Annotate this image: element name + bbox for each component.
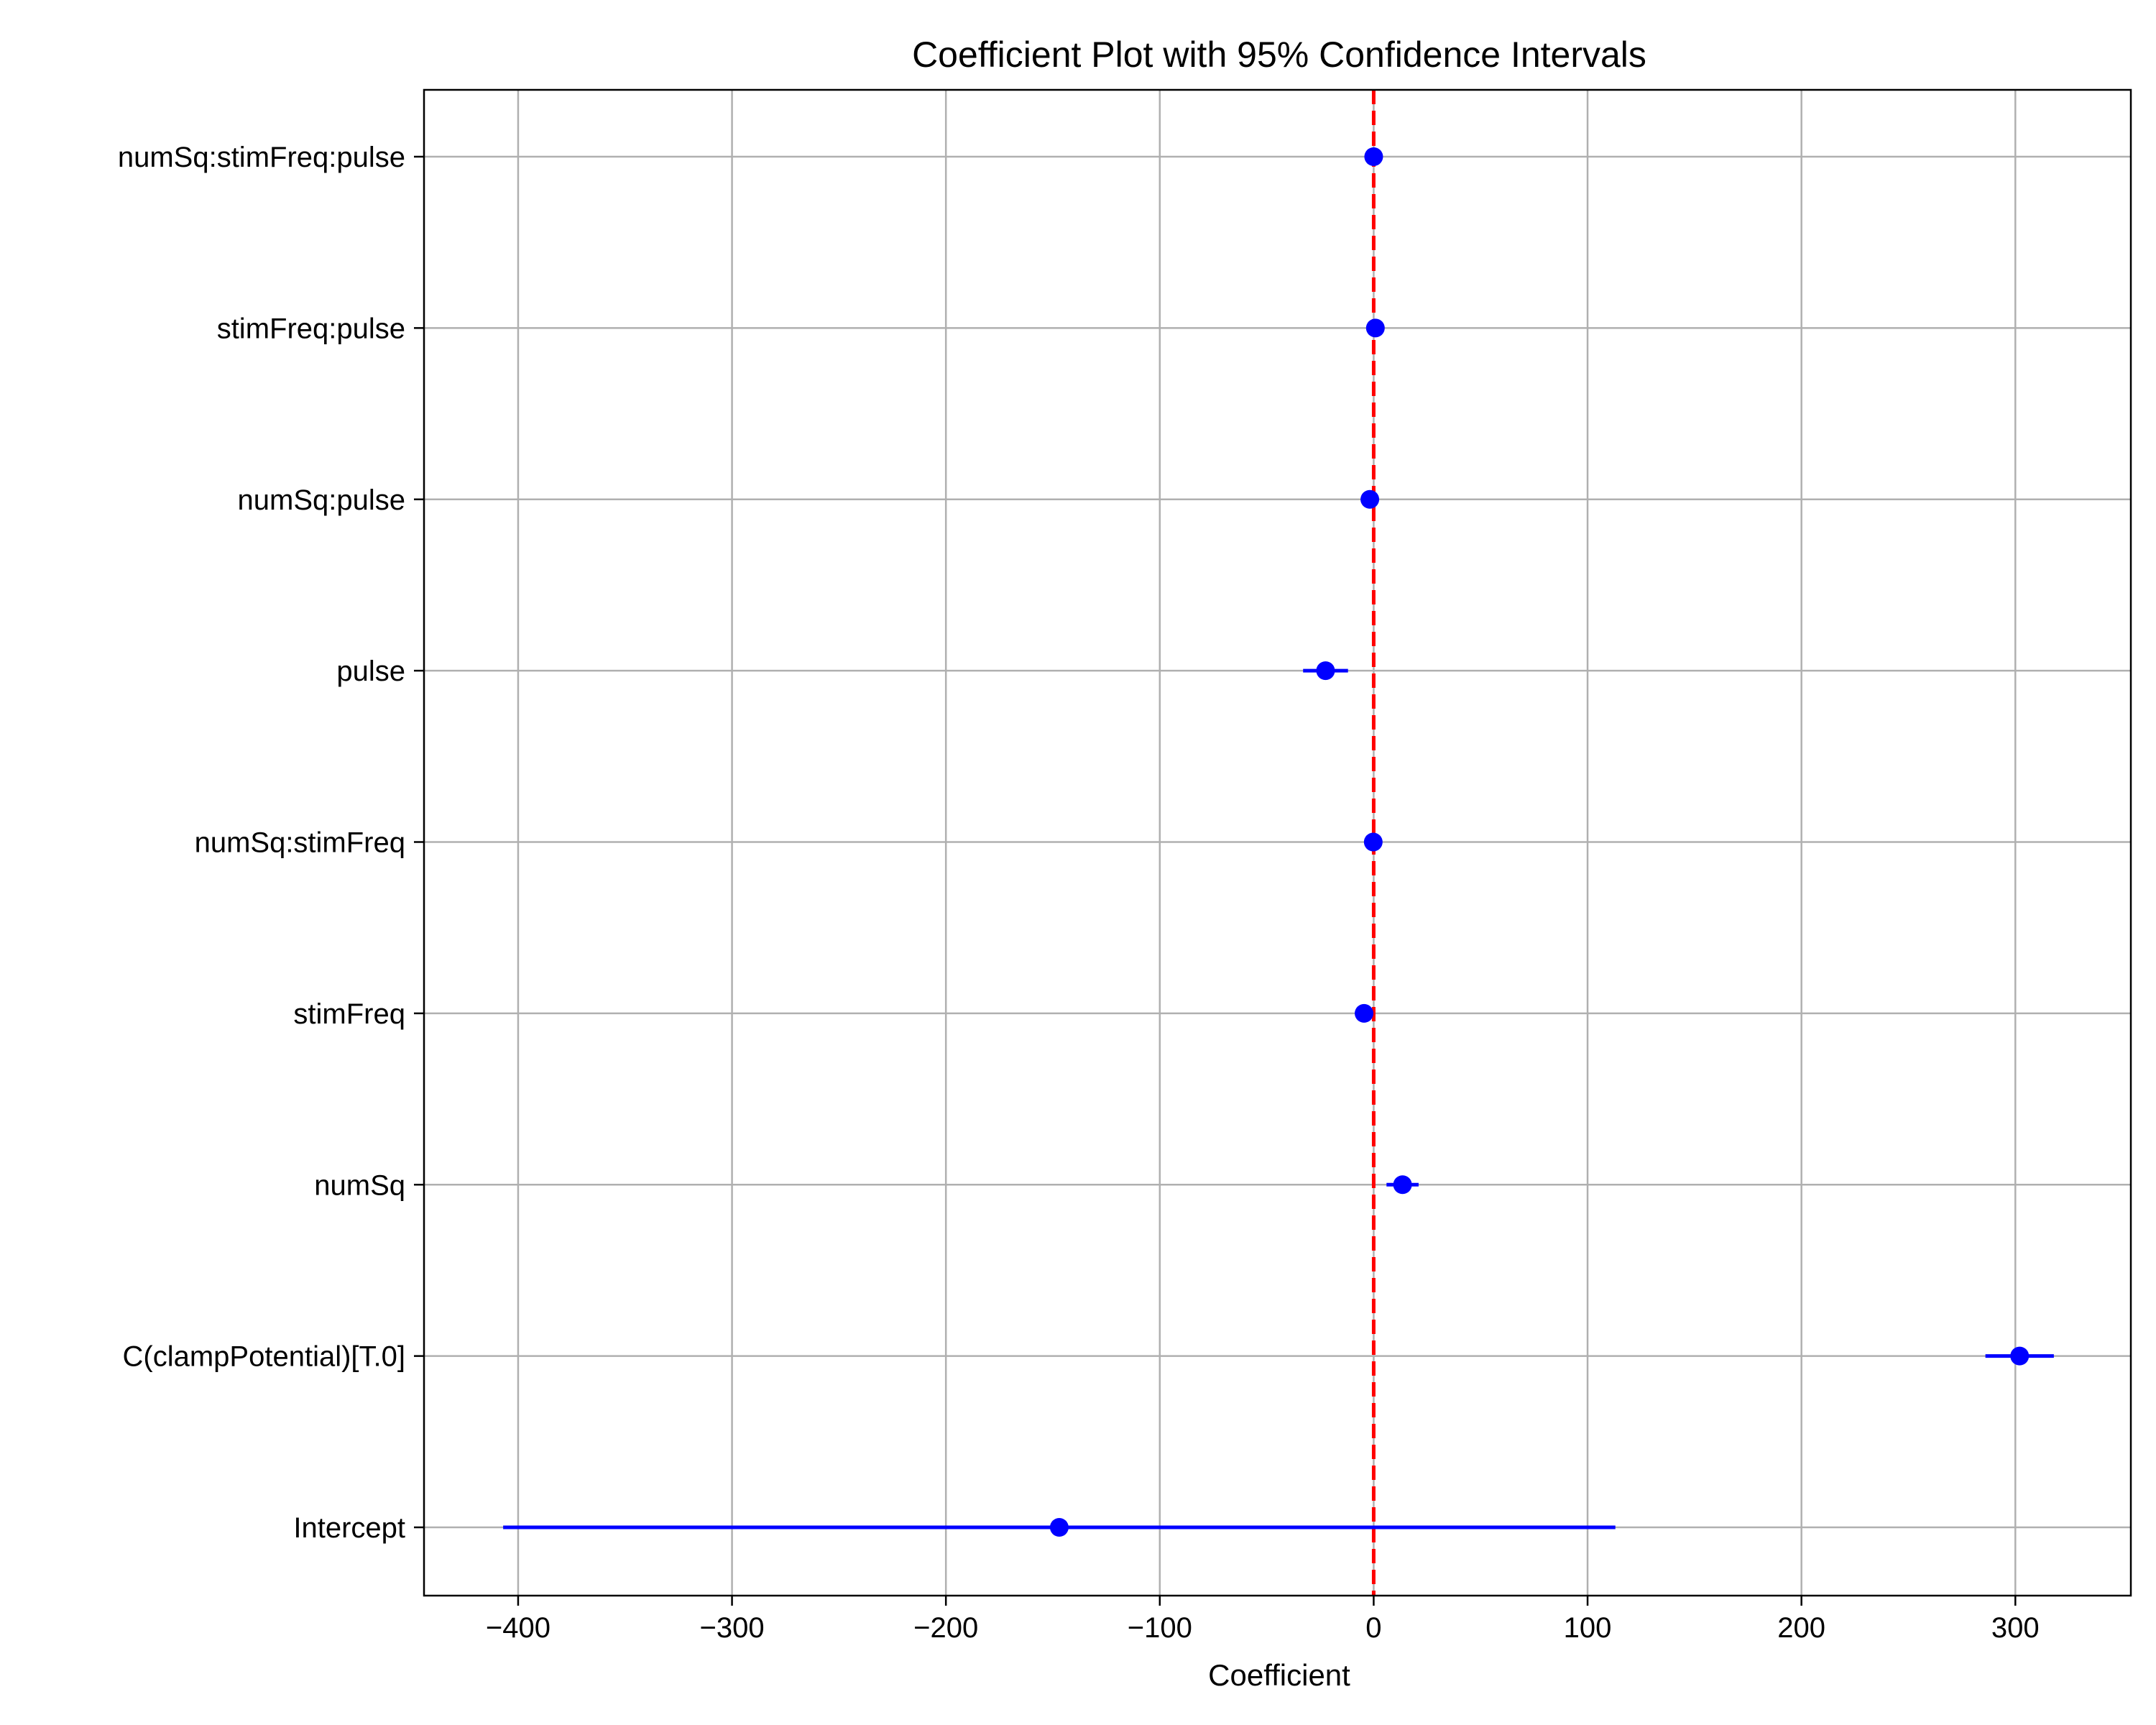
grid-layer	[424, 90, 2131, 1596]
coefficient-point	[1364, 147, 1383, 166]
x-tick-label: −300	[700, 1612, 765, 1644]
x-tick-layer: −400 −300 −200 −100 0 100 200 300	[486, 1596, 2040, 1644]
coefficient-point	[1393, 1175, 1412, 1195]
coefficient-point	[1365, 318, 1385, 338]
x-tick-label: −400	[486, 1612, 550, 1644]
x-tick-label: 200	[1777, 1612, 1825, 1644]
data-layer	[503, 147, 2054, 1537]
coefficient-point	[1355, 1003, 1374, 1023]
coefficient-point	[1316, 661, 1335, 681]
y-tick-layer: numSq:stimFreq:pulse stimFreq:pulse numSq:…	[118, 142, 424, 1544]
x-tick-label: 300	[1991, 1612, 2040, 1644]
y-tick-label: pulse	[336, 656, 405, 687]
coefficient-point	[2010, 1346, 2030, 1366]
y-tick-label: Intercept	[293, 1512, 405, 1544]
x-axis-label: Coefficient	[1208, 1658, 1350, 1692]
y-tick-label: numSq	[314, 1169, 405, 1201]
y-tick-label: stimFreq	[293, 998, 405, 1030]
coefficient-point	[1049, 1518, 1069, 1537]
y-tick-label: stimFreq:pulse	[217, 313, 405, 344]
chart-title: Coefficient Plot with 95% Confidence Int…	[912, 34, 1646, 75]
x-tick-label: −200	[913, 1612, 978, 1644]
y-tick-label: numSq:pulse	[238, 484, 405, 516]
coefficient-point	[1360, 489, 1380, 509]
x-tick-label: 100	[1564, 1612, 1612, 1644]
x-tick-label: 0	[1365, 1612, 1381, 1644]
x-tick-label: −100	[1128, 1612, 1192, 1644]
coefficient-point	[1363, 832, 1383, 852]
y-tick-label: C(clampPotential)[T.0]	[123, 1341, 405, 1373]
y-tick-label: numSq:stimFreq:pulse	[118, 142, 405, 173]
y-tick-label: numSq:stimFreq	[195, 827, 405, 859]
